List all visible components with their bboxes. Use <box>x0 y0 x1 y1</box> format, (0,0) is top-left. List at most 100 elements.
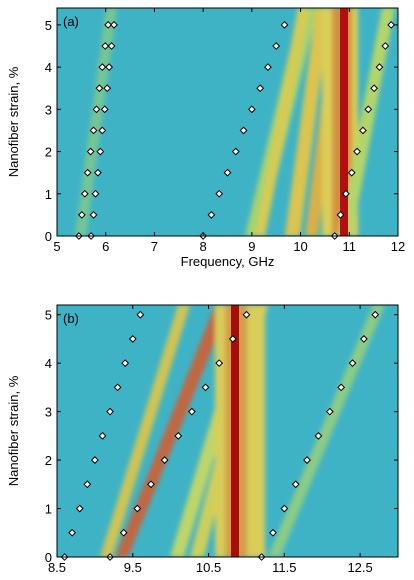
marker <box>336 210 345 219</box>
marker <box>280 20 289 29</box>
marker <box>147 480 155 489</box>
marker <box>160 456 169 464</box>
marker <box>359 335 368 343</box>
y-tick-label: 0 <box>45 229 52 244</box>
y-tick-label: 5 <box>45 18 52 33</box>
marker <box>341 189 350 198</box>
x-tick-label: 10 <box>293 239 307 254</box>
x-tick-label: 7 <box>151 239 158 254</box>
y-tick-label: 2 <box>45 453 52 468</box>
y-axis-label: Nanofiber strain, % <box>6 66 21 177</box>
x-tick-label: 11 <box>343 239 357 254</box>
marker <box>105 63 114 72</box>
marker <box>98 63 107 72</box>
marker <box>247 105 256 114</box>
y-tick-label: 1 <box>45 502 52 517</box>
y-tick-label: 4 <box>45 60 52 75</box>
marker <box>325 407 334 416</box>
heatmap-a <box>57 8 398 236</box>
marker <box>201 383 210 392</box>
marker <box>75 504 84 513</box>
marker <box>110 20 118 29</box>
marker <box>104 20 113 29</box>
heatmap-b <box>57 305 398 557</box>
marker <box>94 168 102 177</box>
marker <box>86 147 95 156</box>
axes-box <box>56 7 399 237</box>
marker <box>359 126 367 135</box>
marker <box>113 383 122 392</box>
x-tick-label: 9.5 <box>124 560 142 575</box>
marker <box>371 310 380 319</box>
marker <box>215 189 224 198</box>
x-tick-label: 12.5 <box>347 560 372 575</box>
marker <box>96 147 105 156</box>
y-tick-label: 4 <box>45 356 52 371</box>
panel-label: (b) <box>63 311 79 326</box>
axes-box <box>56 304 399 558</box>
y-axis-label: Nanofiber strain, % <box>6 375 21 486</box>
x-tick-label: 8.5 <box>48 560 66 575</box>
y-tick-label: 5 <box>45 308 52 323</box>
x-tick-label: 9 <box>248 239 255 254</box>
x-tick-label: 11.5 <box>272 560 296 575</box>
marker <box>77 210 86 219</box>
marker <box>128 335 137 343</box>
x-tick-label: 6 <box>102 239 109 254</box>
x-axis-label: Frequency, GHz <box>181 254 275 269</box>
x-tick-label: 12 <box>391 239 405 254</box>
marker <box>347 168 356 177</box>
marker <box>223 168 232 177</box>
y-tick-label: 3 <box>45 405 52 420</box>
marker <box>280 504 289 513</box>
panel-label: (a) <box>63 14 79 29</box>
marker <box>337 383 346 392</box>
y-tick-label: 1 <box>45 187 52 202</box>
marker <box>83 168 92 177</box>
marker <box>231 147 240 156</box>
marker <box>119 528 128 537</box>
y-tick-label: 3 <box>45 102 52 117</box>
marker <box>80 189 89 198</box>
marker <box>239 126 248 135</box>
marker <box>264 63 272 72</box>
marker <box>291 480 300 489</box>
marker <box>101 42 110 50</box>
marker <box>89 210 98 219</box>
x-tick-label: 10.5 <box>196 560 221 575</box>
marker <box>215 359 224 368</box>
marker <box>107 42 116 50</box>
y-tick-label: 2 <box>45 145 52 160</box>
marker <box>100 105 109 114</box>
marker <box>381 42 390 50</box>
y-tick-label: 0 <box>45 550 52 565</box>
marker <box>103 84 112 93</box>
marker <box>187 407 196 416</box>
marker <box>106 407 114 416</box>
marker <box>133 504 142 513</box>
marker <box>95 84 104 93</box>
marker <box>68 528 77 537</box>
marker <box>121 359 130 368</box>
marker <box>348 359 357 368</box>
marker <box>256 84 265 93</box>
marker <box>375 63 384 72</box>
marker <box>89 126 98 135</box>
marker <box>92 105 101 114</box>
x-tick-label: 8 <box>200 239 207 254</box>
marker <box>364 105 373 114</box>
marker <box>314 431 323 440</box>
marker <box>98 126 107 135</box>
marker <box>303 456 311 464</box>
marker <box>90 456 99 464</box>
marker <box>272 42 281 50</box>
marker <box>353 147 361 156</box>
marker <box>370 84 379 93</box>
marker <box>98 431 107 440</box>
marker <box>91 189 100 198</box>
marker <box>228 335 237 343</box>
marker <box>387 20 396 29</box>
marker <box>242 310 251 319</box>
marker <box>136 310 145 319</box>
marker <box>174 431 183 440</box>
